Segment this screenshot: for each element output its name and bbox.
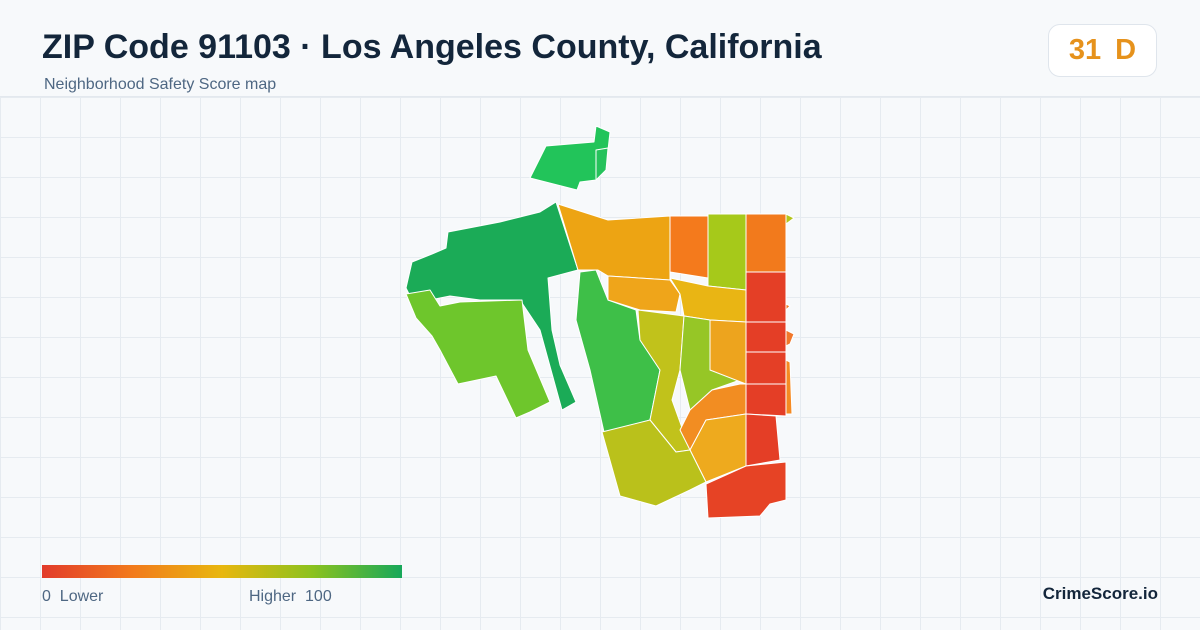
- header-divider: [0, 96, 1200, 97]
- map-region[interactable]: [607, 275, 681, 313]
- legend-max-text: Higher: [249, 588, 297, 605]
- map-region[interactable]: [405, 289, 551, 419]
- map-region[interactable]: [595, 147, 609, 181]
- page-subtitle: Neighborhood Safety Score map: [44, 76, 277, 93]
- safety-score-badge: 31 D: [1048, 24, 1157, 77]
- legend-high-label: Higher 100: [249, 588, 332, 606]
- legend-min-text: Lower: [59, 588, 104, 605]
- legend-min-value: 0: [42, 588, 51, 605]
- brand-logo-text[interactable]: CrimeScore.io: [1042, 584, 1158, 603]
- map-region[interactable]: [745, 271, 787, 323]
- map-region[interactable]: [785, 213, 795, 225]
- legend-max-value: 100: [305, 588, 332, 605]
- map-region[interactable]: [745, 321, 787, 353]
- legend-low-label: 0 Lower: [42, 588, 103, 606]
- map-region[interactable]: [707, 213, 747, 291]
- map-region[interactable]: [745, 383, 787, 417]
- map-region[interactable]: [785, 359, 793, 415]
- map-region[interactable]: [745, 351, 787, 385]
- legend-gradient-bar: [42, 565, 402, 578]
- map-region[interactable]: [405, 201, 579, 411]
- map-region[interactable]: [745, 413, 781, 467]
- score-value: 31: [1068, 34, 1102, 66]
- page-title: ZIP Code 91103 · Los Angeles County, Cal…: [42, 28, 822, 66]
- map-region[interactable]: [785, 303, 791, 311]
- map-region[interactable]: [705, 461, 787, 519]
- map-region[interactable]: [669, 215, 709, 279]
- score-grade: D: [1115, 34, 1137, 66]
- map-region[interactable]: [785, 329, 795, 347]
- map-region[interactable]: [745, 213, 787, 273]
- map-region[interactable]: [601, 419, 707, 507]
